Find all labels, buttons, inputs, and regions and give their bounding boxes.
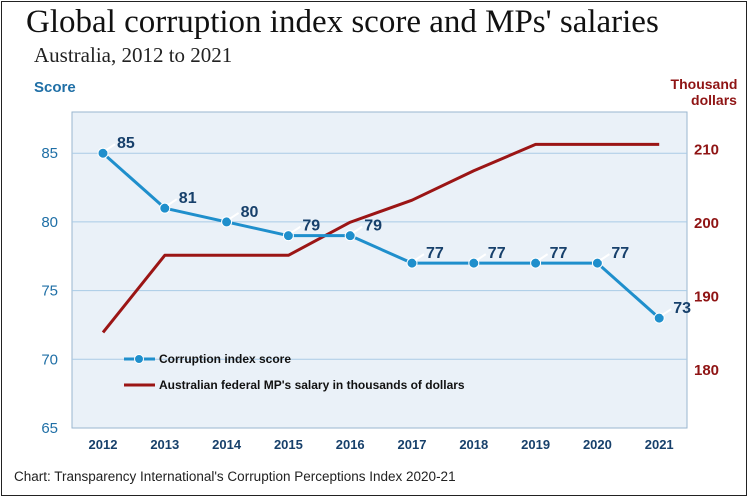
- y-left-axis-title: Score: [34, 79, 76, 96]
- score-data-label: 77: [611, 245, 629, 262]
- data-label-leader: [167, 198, 178, 207]
- data-label-leader: [661, 308, 672, 316]
- score-data-label: 77: [550, 245, 568, 262]
- y-left-tick-label: 70: [41, 351, 58, 368]
- x-tick-label: 2013: [150, 437, 179, 452]
- score-data-label: 85: [117, 135, 135, 152]
- x-tick-label: 2015: [274, 437, 303, 452]
- score-data-label: 80: [241, 204, 259, 221]
- data-label-leader: [538, 253, 549, 261]
- chart-source: Chart: Transparency International's Corr…: [14, 469, 456, 484]
- data-label-leader: [414, 253, 425, 261]
- x-tick-label: 2014: [212, 437, 242, 452]
- score-point: [591, 257, 603, 269]
- x-tick-label: 2020: [583, 437, 612, 452]
- y-left-tick-label: 65: [41, 420, 58, 437]
- score-data-label: 77: [426, 245, 444, 262]
- y-left-tick-label: 80: [41, 214, 58, 231]
- score-data-label: 79: [302, 218, 320, 235]
- y-right-tick-label: 200: [694, 215, 719, 232]
- score-point: [282, 230, 294, 242]
- data-label-leader: [599, 253, 610, 261]
- plot-area: [71, 111, 688, 429]
- score-point: [653, 312, 665, 324]
- score-data-label: 73: [673, 300, 691, 317]
- data-label-leader: [290, 225, 301, 234]
- y-right-axis-title-line2: dollars: [691, 92, 737, 108]
- x-tick-label: 2019: [521, 437, 550, 452]
- y-right-axis-title-line1: Thousand: [671, 76, 738, 92]
- y-left-tick-label: 75: [41, 283, 58, 300]
- score-point: [406, 257, 418, 269]
- y-right-tick-label: 180: [694, 362, 719, 379]
- y-right-tick-label: 190: [694, 289, 719, 306]
- x-tick-label: 2012: [89, 437, 118, 452]
- legend-salary-label: Australian federal MP's salary in thousa…: [159, 378, 465, 392]
- y-right-tick-label: 210: [694, 142, 719, 159]
- score-point: [468, 257, 480, 269]
- data-label-leader: [229, 212, 240, 220]
- data-label-leader: [476, 253, 487, 261]
- data-label-leader: [352, 225, 363, 234]
- score-point: [530, 257, 542, 269]
- score-point: [221, 216, 233, 228]
- x-tick-label: 2016: [336, 437, 365, 452]
- data-label-leader: [105, 143, 116, 152]
- score-point: [159, 202, 171, 214]
- score-data-label: 77: [488, 245, 506, 262]
- x-tick-label: 2018: [459, 437, 488, 452]
- score-data-label: 79: [364, 218, 382, 235]
- score-data-label: 81: [179, 190, 197, 207]
- chart-subtitle: Australia, 2012 to 2021: [34, 43, 233, 67]
- x-tick-label: 2021: [645, 437, 674, 452]
- score-point: [344, 230, 356, 242]
- salary-series-line: [101, 142, 660, 334]
- y-left-tick-label: 85: [41, 145, 58, 162]
- legend-score-marker: [134, 354, 144, 364]
- score-series-line: [102, 152, 661, 320]
- legend-score-label: Corruption index score: [159, 352, 291, 366]
- score-point: [97, 147, 109, 159]
- x-tick-label: 2017: [398, 437, 427, 452]
- chart-title: Global corruption index score and MPs' s…: [26, 4, 659, 40]
